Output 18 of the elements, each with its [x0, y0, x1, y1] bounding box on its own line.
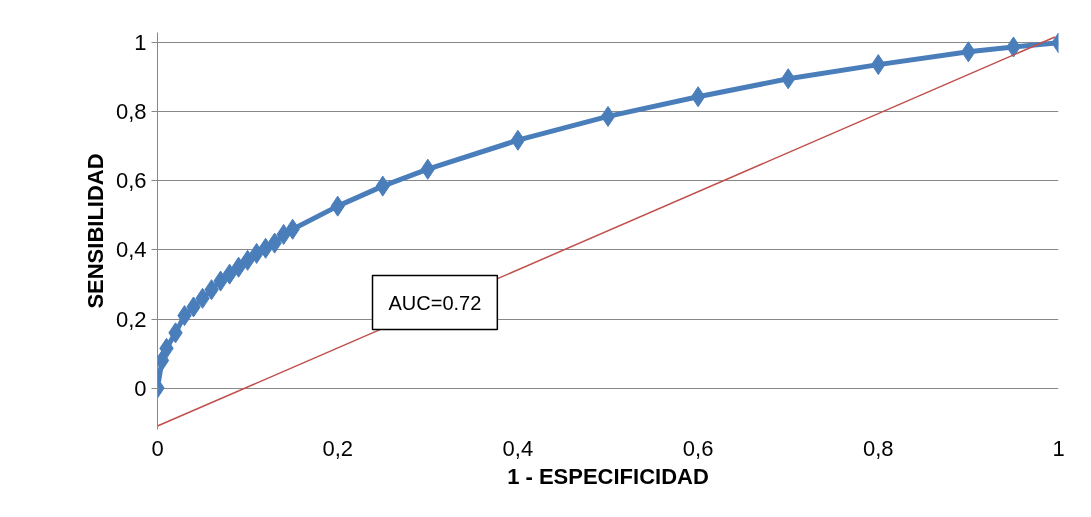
y-axis-title: SENSIBILIDAD: [82, 153, 108, 309]
x-tick-label: 0,2: [322, 435, 353, 461]
y-tick-label: 0,2: [115, 306, 147, 332]
point: [600, 105, 616, 127]
y-tick-label: 0,6: [115, 168, 147, 194]
annotation: AUC=0.72: [388, 291, 482, 314]
y-tick-label: 1: [134, 30, 147, 56]
y-tick-label: 0: [134, 375, 147, 401]
x-tick-label: 1: [1052, 435, 1065, 461]
x-tick-label: 0,6: [682, 435, 714, 461]
x-tick-label: 0,4: [502, 435, 534, 461]
y-tick-label: 0,8: [115, 99, 147, 125]
point: [510, 129, 526, 151]
x-axis-title: 1 - ESPECIFICIDAD: [507, 463, 709, 489]
x-tick-label: 0: [151, 435, 164, 461]
y-tick-label: 0,4: [115, 237, 147, 263]
point: [690, 86, 706, 108]
x-tick-label: 0,8: [863, 435, 894, 461]
